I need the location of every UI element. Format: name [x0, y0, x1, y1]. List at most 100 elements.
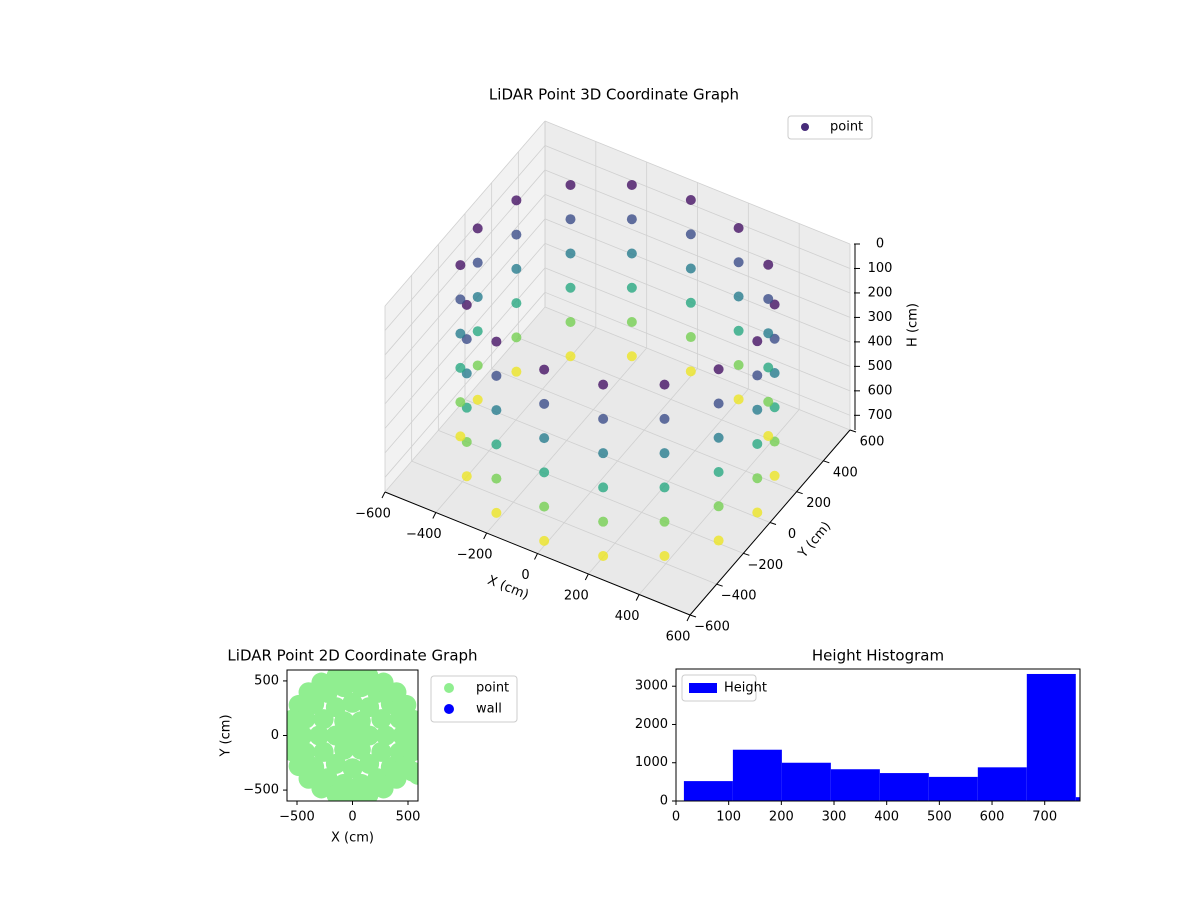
legend-label: Height: [724, 681, 767, 696]
point: [685, 263, 696, 274]
point: [511, 195, 522, 206]
point: [733, 360, 744, 371]
x-tick-label: −400: [406, 527, 442, 542]
x-tick: [483, 532, 488, 540]
point: [659, 413, 670, 424]
y-tick-label: 0: [271, 728, 279, 743]
legend-label: point: [476, 681, 509, 696]
point: [733, 257, 744, 268]
point: [626, 248, 637, 259]
grid-line: [384, 145, 546, 331]
point: [311, 778, 332, 799]
point: [752, 473, 763, 484]
grid-line: [544, 218, 851, 343]
point: [472, 291, 483, 302]
point: [371, 741, 392, 762]
point: [511, 298, 522, 309]
point: [763, 328, 774, 339]
point: [685, 229, 696, 240]
legend-marker: [444, 704, 454, 714]
point: [287, 725, 301, 746]
x-tick: [381, 491, 386, 499]
point: [358, 670, 379, 687]
y-tick-label: −200: [747, 558, 783, 573]
x-tick-label: −600: [355, 507, 391, 522]
point: [752, 404, 763, 415]
x-tick-label: 400: [874, 810, 899, 825]
point: [626, 282, 637, 293]
point: [565, 248, 576, 259]
point: [342, 692, 363, 713]
legend-label: point: [830, 120, 863, 135]
x-tick: [584, 573, 589, 581]
z-tick-label: 100: [868, 261, 893, 276]
x-tick-label: −200: [457, 548, 493, 563]
y-tick: [769, 522, 777, 525]
point: [752, 438, 763, 449]
point: [685, 194, 696, 205]
point: [402, 741, 418, 762]
grid-line: [411, 460, 717, 585]
x-tick-label: 600: [980, 810, 1005, 825]
point: [752, 336, 763, 347]
point: [539, 535, 550, 546]
point: [598, 482, 609, 493]
y-tick: [796, 491, 803, 495]
point: [491, 405, 502, 416]
y-axis-label: Y (cm): [219, 714, 234, 757]
point: [373, 672, 394, 693]
x-tick-label: 700: [1032, 810, 1057, 825]
y-tick-label: −400: [721, 589, 757, 604]
point: [511, 366, 522, 377]
x-tick-label: 600: [666, 630, 691, 645]
x-tick: [432, 512, 437, 519]
axes-frame: [675, 668, 1081, 802]
point: [598, 550, 609, 561]
point: [404, 725, 418, 746]
bar: [732, 749, 782, 801]
x-tick-label: 0: [521, 568, 529, 583]
point: [511, 263, 522, 274]
legend-marker: [801, 123, 809, 131]
point: [565, 351, 576, 362]
legend-marker: [689, 683, 717, 693]
point: [326, 784, 347, 801]
z-tick-label: 700: [868, 408, 893, 423]
bar: [683, 781, 733, 801]
z-tick-label: 300: [868, 310, 893, 325]
x-tick: [534, 553, 538, 560]
y-tick-label: 600: [860, 435, 885, 450]
point: [713, 364, 724, 375]
point: [763, 259, 774, 270]
grid-line: [544, 145, 851, 269]
point: [472, 257, 483, 268]
y-tick: [716, 583, 723, 587]
bar: [1075, 797, 1080, 801]
point: [626, 179, 637, 190]
grid-line: [544, 120, 851, 245]
x-tick-label: 200: [564, 589, 589, 604]
point: [713, 501, 724, 512]
point: [408, 764, 418, 785]
y-tick-label: 2000: [635, 717, 668, 732]
point: [472, 326, 483, 337]
point: [626, 317, 637, 328]
x-tick-label: 0: [672, 810, 680, 825]
x-tick: [635, 594, 640, 601]
y-tick-label: 0: [660, 794, 668, 809]
grid-line: [544, 267, 851, 392]
grid-line: [384, 120, 546, 307]
point: [455, 362, 466, 373]
point: [455, 397, 466, 408]
y-tick: [823, 460, 830, 464]
point: [763, 431, 774, 442]
point: [565, 179, 576, 190]
point: [313, 741, 334, 762]
point: [309, 725, 330, 746]
point: [539, 398, 550, 409]
point: [565, 316, 576, 327]
point: [713, 467, 724, 478]
point: [659, 550, 670, 561]
grid-line: [544, 242, 851, 367]
